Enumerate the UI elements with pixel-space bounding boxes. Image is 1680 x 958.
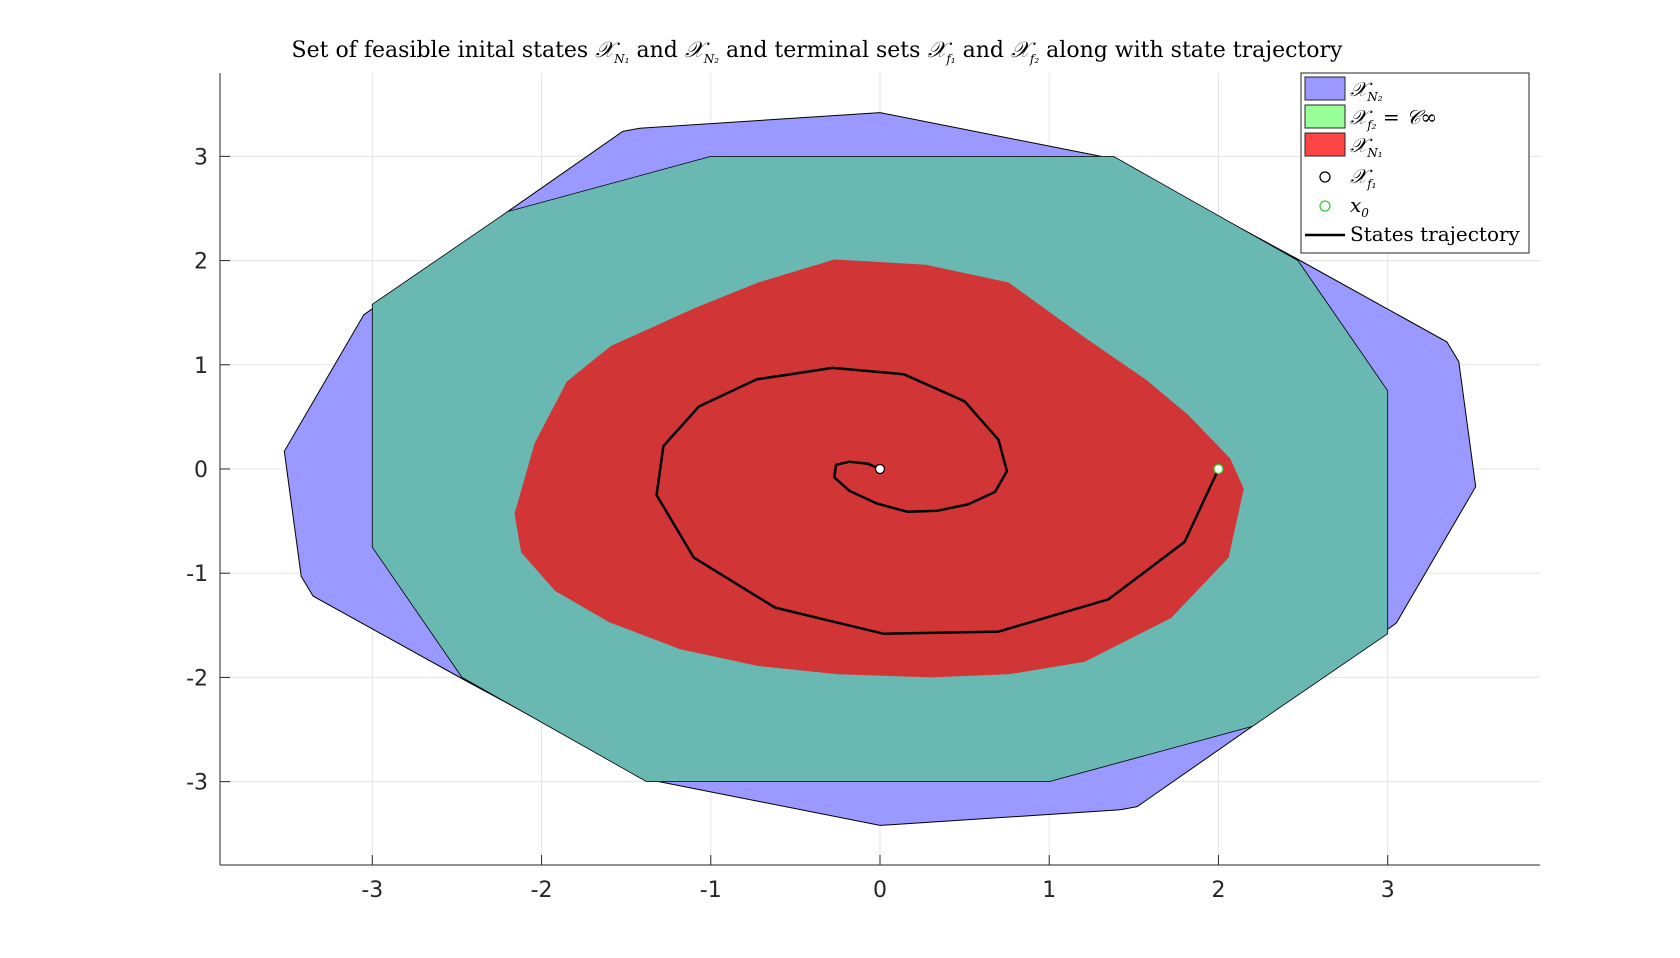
y-tick-label-2: -1: [186, 562, 208, 587]
legend-xf2-sub: f₂: [1366, 118, 1376, 132]
legend-swatch-xn1: [1304, 132, 1346, 157]
title-sub-f1: f₁: [945, 52, 955, 66]
trajectory-line: [655, 366, 1220, 635]
title-sub-n2: N₂: [703, 52, 720, 66]
marker-xf1: [874, 463, 886, 475]
title-sub-f2: f₂: [1029, 52, 1039, 66]
y-tick-label-5: 2: [194, 250, 208, 275]
legend-label-trajectory: States trajectory: [1350, 222, 1521, 246]
x-tick-label-3: 0: [873, 878, 887, 903]
y-tick-label-6: 3: [194, 145, 208, 170]
legend: 𝒳N₂ 𝒳f₂ = 𝒞∞ 𝒳N₁ 𝒳f₁ x0 States trajector…: [1300, 72, 1530, 254]
legend-label-xf2: 𝒳f₂ = 𝒞∞: [1350, 105, 1437, 132]
legend-box: [1300, 72, 1530, 254]
x-tick-label-1: -2: [531, 878, 553, 903]
legend-label-x0: x0: [1350, 193, 1369, 220]
legend-marker-x0: [1319, 200, 1331, 212]
y-tick-label-3: 0: [194, 458, 208, 483]
x-tick-label-6: 3: [1381, 878, 1395, 903]
tick-marks: [220, 155, 1389, 865]
chart-title: Set of feasible inital states 𝒳N₁ and 𝒳N…: [292, 38, 1343, 66]
tick-labels: -3 -2 -1 0 1 2 3 -3 -2 -1 0 1 2 3: [186, 145, 1395, 903]
title-part-4: and: [956, 38, 1011, 63]
y-tick-label-1: -2: [186, 666, 208, 691]
marker-layer: [874, 463, 1224, 475]
legend-xf1-sub: f₁: [1366, 177, 1376, 191]
y-tick-label-0: -3: [186, 771, 208, 796]
legend-xf2-rest: = 𝒞∞: [1376, 105, 1437, 129]
title-part-3: and terminal sets: [719, 38, 927, 63]
legend-swatch-xf2: [1304, 104, 1346, 129]
legend-x0-sym: x: [1350, 193, 1361, 217]
title-part-1: Set of feasible inital states: [292, 38, 596, 63]
title-part-5: along with state trajectory: [1039, 38, 1343, 63]
marker-x0: [1213, 463, 1224, 475]
legend-swatch-xn2: [1304, 76, 1346, 101]
legend-x0-sub: 0: [1361, 206, 1369, 220]
x-tick-label-2: -1: [700, 878, 722, 903]
x-tick-label-4: 1: [1042, 878, 1056, 903]
x-tick-label-5: 2: [1211, 878, 1225, 903]
legend-marker-xf1: [1319, 171, 1331, 183]
legend-xn2-sub: N₂: [1366, 90, 1383, 104]
x-tick-label-0: -3: [361, 878, 383, 903]
trajectory-layer: [655, 366, 1220, 635]
y-tick-label-4: 1: [194, 354, 208, 379]
title-sub-n1: N₁: [613, 52, 629, 66]
title-part-2: and: [629, 38, 684, 63]
legend-xn1-sub: N₁: [1366, 146, 1382, 160]
